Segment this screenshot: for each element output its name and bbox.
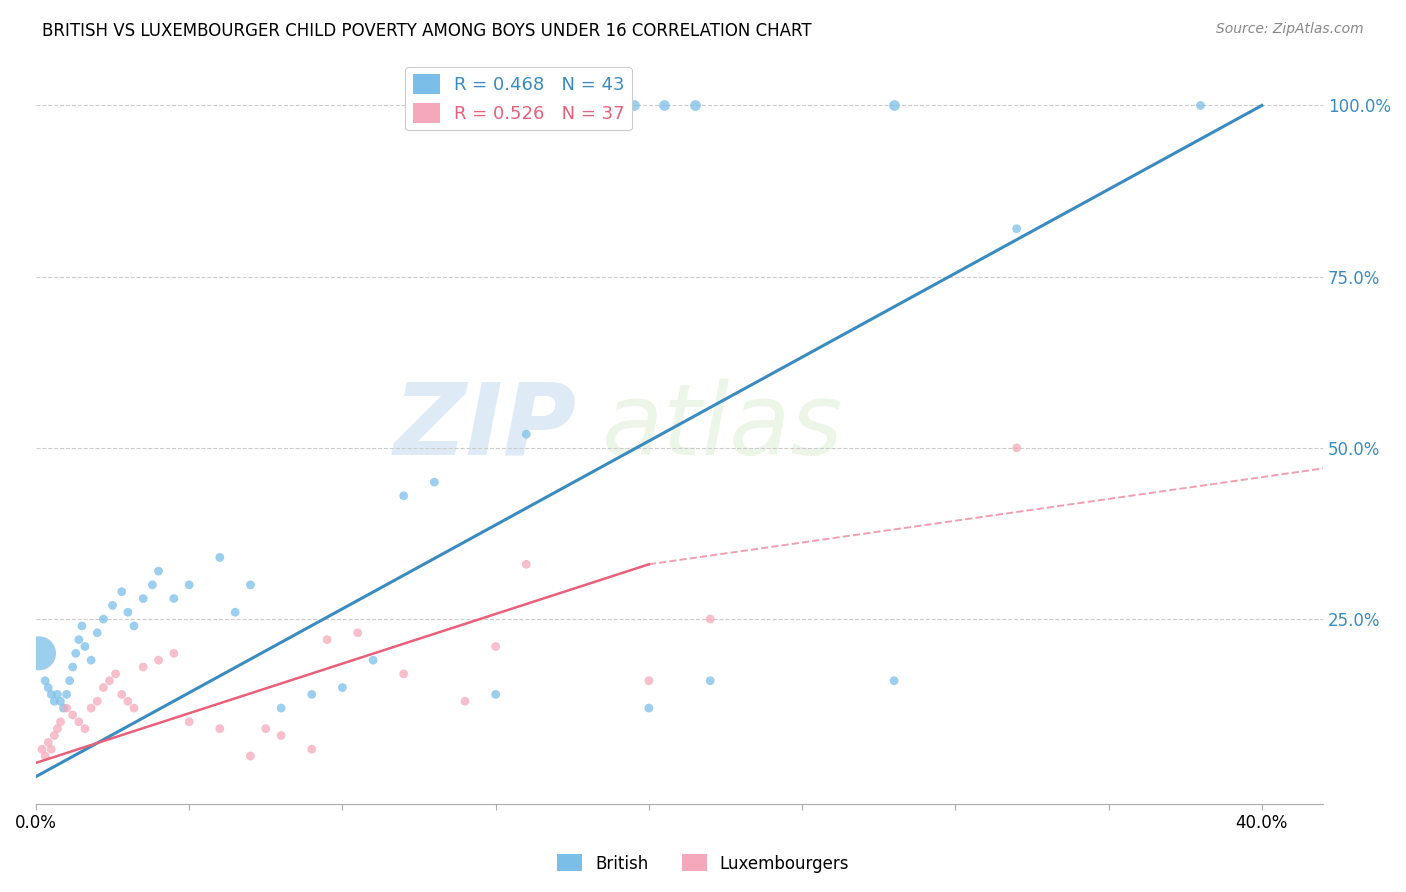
Point — [39, 742, 62, 756]
Point — [37, 681, 59, 695]
Point — [883, 673, 905, 688]
Point — [111, 584, 134, 599]
Text: Source: ZipAtlas.com: Source: ZipAtlas.com — [1216, 22, 1364, 37]
Point — [361, 653, 384, 667]
Point — [31, 742, 53, 756]
Point — [132, 660, 155, 674]
Point — [117, 694, 139, 708]
Point — [111, 687, 134, 701]
Point — [454, 98, 477, 112]
Point — [86, 625, 108, 640]
Point — [28, 646, 51, 660]
Point — [98, 673, 121, 688]
Point — [122, 701, 145, 715]
Point — [1005, 441, 1028, 455]
Point — [93, 612, 115, 626]
Point — [163, 646, 186, 660]
Text: BRITISH VS LUXEMBOURGER CHILD POVERTY AMONG BOYS UNDER 16 CORRELATION CHART: BRITISH VS LUXEMBOURGER CHILD POVERTY AM… — [42, 22, 811, 40]
Point — [623, 98, 645, 112]
Point — [52, 701, 75, 715]
Point — [592, 98, 614, 112]
Point — [49, 694, 72, 708]
Point — [683, 98, 706, 112]
Point — [39, 687, 62, 701]
Point — [699, 612, 721, 626]
Point — [392, 489, 415, 503]
Point — [454, 694, 477, 708]
Point — [73, 640, 96, 654]
Point — [208, 550, 231, 565]
Point — [67, 714, 90, 729]
Point — [62, 660, 84, 674]
Point — [515, 558, 537, 572]
Point — [122, 619, 145, 633]
Point — [65, 646, 87, 660]
Point — [67, 632, 90, 647]
Point — [179, 578, 201, 592]
Point — [346, 625, 368, 640]
Point — [316, 632, 339, 647]
Legend: R = 0.468   N = 43, R = 0.526   N = 37: R = 0.468 N = 43, R = 0.526 N = 37 — [405, 67, 631, 130]
Point — [485, 687, 508, 701]
Point — [101, 599, 124, 613]
Point — [638, 701, 661, 715]
Point — [224, 605, 246, 619]
Point — [239, 578, 262, 592]
Point — [86, 694, 108, 708]
Point — [49, 714, 72, 729]
Point — [46, 687, 69, 701]
Point — [44, 694, 66, 708]
Point — [62, 708, 84, 723]
Point — [80, 701, 103, 715]
Point — [485, 640, 508, 654]
Point — [270, 701, 292, 715]
Point — [561, 98, 583, 112]
Point — [423, 475, 446, 489]
Point — [1189, 98, 1212, 112]
Point — [652, 98, 675, 112]
Point — [93, 681, 115, 695]
Point — [239, 749, 262, 764]
Point — [59, 673, 82, 688]
Point — [37, 735, 59, 749]
Point — [392, 666, 415, 681]
Point — [104, 666, 127, 681]
Point — [148, 564, 170, 578]
Point — [34, 749, 56, 764]
Point — [46, 722, 69, 736]
Point — [70, 619, 93, 633]
Point — [148, 653, 170, 667]
Point — [254, 722, 277, 736]
Point — [530, 98, 553, 112]
Point — [515, 427, 537, 442]
Point — [699, 673, 721, 688]
Point — [208, 722, 231, 736]
Point — [270, 729, 292, 743]
Point — [499, 98, 522, 112]
Point — [141, 578, 163, 592]
Point — [301, 687, 323, 701]
Point — [80, 653, 103, 667]
Legend: British, Luxembourgers: British, Luxembourgers — [550, 847, 856, 880]
Point — [163, 591, 186, 606]
Point — [301, 742, 323, 756]
Point — [117, 605, 139, 619]
Point — [55, 687, 77, 701]
Point — [638, 673, 661, 688]
Point — [1005, 221, 1028, 235]
Point — [132, 591, 155, 606]
Text: ZIP: ZIP — [394, 379, 576, 475]
Point — [34, 673, 56, 688]
Point — [883, 98, 905, 112]
Point — [55, 701, 77, 715]
Point — [44, 729, 66, 743]
Text: atlas: atlas — [602, 379, 844, 475]
Point — [73, 722, 96, 736]
Point — [332, 681, 354, 695]
Point — [179, 714, 201, 729]
